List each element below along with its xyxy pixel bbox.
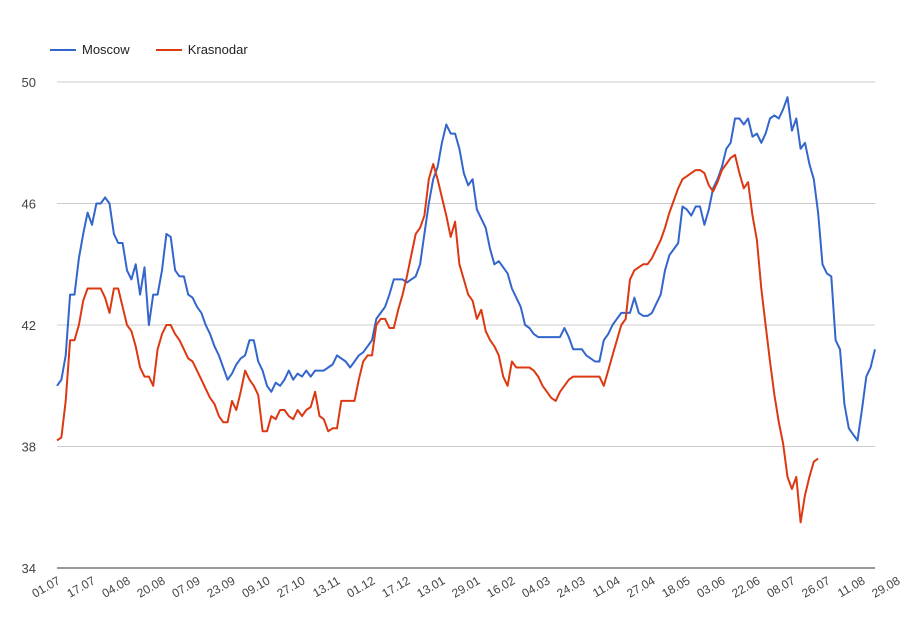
x-tick-label: 08.07 bbox=[764, 573, 797, 600]
x-tick-label: 11.04 bbox=[590, 573, 623, 600]
legend-item-krasnodar[interactable]: Krasnodar bbox=[155, 42, 248, 57]
x-tick-label: 11.08 bbox=[835, 573, 868, 600]
series-lines bbox=[56, 96, 876, 524]
x-tick-label: 17.07 bbox=[64, 573, 97, 600]
x-tick-label: 07.09 bbox=[169, 573, 202, 600]
series-line-krasnodar[interactable] bbox=[56, 153, 819, 524]
y-tick-label: 42 bbox=[22, 318, 36, 333]
legend-swatch-moscow bbox=[50, 48, 76, 51]
y-tick-label: 50 bbox=[22, 75, 36, 90]
y-tick-label: 46 bbox=[22, 197, 36, 212]
x-tick-label: 27.04 bbox=[624, 573, 657, 600]
x-tick-label: 01.12 bbox=[344, 573, 377, 600]
y-axis-ticks: 34 38 42 46 50 bbox=[22, 75, 36, 576]
x-tick-label: 01.07 bbox=[29, 573, 62, 600]
x-tick-label: 17.12 bbox=[379, 573, 412, 600]
x-tick-label: 29.08 bbox=[869, 573, 900, 600]
x-tick-label: 09.10 bbox=[239, 573, 272, 600]
x-tick-label: 27.10 bbox=[274, 573, 307, 600]
legend-swatch-krasnodar bbox=[155, 48, 182, 51]
x-tick-label: 22.06 bbox=[729, 573, 762, 600]
y-tick-label: 34 bbox=[22, 561, 36, 576]
legend-item-moscow[interactable]: Moscow bbox=[50, 42, 130, 57]
x-tick-label: 03.06 bbox=[694, 573, 727, 600]
y-tick-label: 38 bbox=[22, 440, 36, 455]
x-tick-label: 13.11 bbox=[310, 573, 343, 600]
legend-label-krasnodar: Krasnodar bbox=[187, 42, 248, 57]
x-tick-label: 29.01 bbox=[449, 573, 482, 600]
x-axis-ticks: 01.07 17.07 04.08 20.08 07.09 23.09 09.10 27.10… bbox=[29, 573, 900, 600]
legend: Moscow Krasnodar bbox=[50, 42, 274, 57]
x-tick-label: 26.07 bbox=[799, 573, 832, 600]
x-tick-label: 13.01 bbox=[414, 573, 447, 600]
x-tick-label: 16.02 bbox=[484, 573, 517, 600]
legend-label-moscow: Moscow bbox=[82, 42, 130, 57]
x-tick-label: 18.05 bbox=[659, 573, 692, 600]
x-tick-label: 23.09 bbox=[204, 573, 237, 600]
series-line-moscow[interactable] bbox=[56, 96, 876, 442]
gridlines bbox=[57, 81, 875, 569]
x-tick-label: 20.08 bbox=[134, 573, 167, 600]
x-tick-label: 04.08 bbox=[99, 573, 132, 600]
x-tick-label: 04.03 bbox=[519, 573, 552, 600]
x-tick-label: 24.03 bbox=[554, 573, 587, 600]
